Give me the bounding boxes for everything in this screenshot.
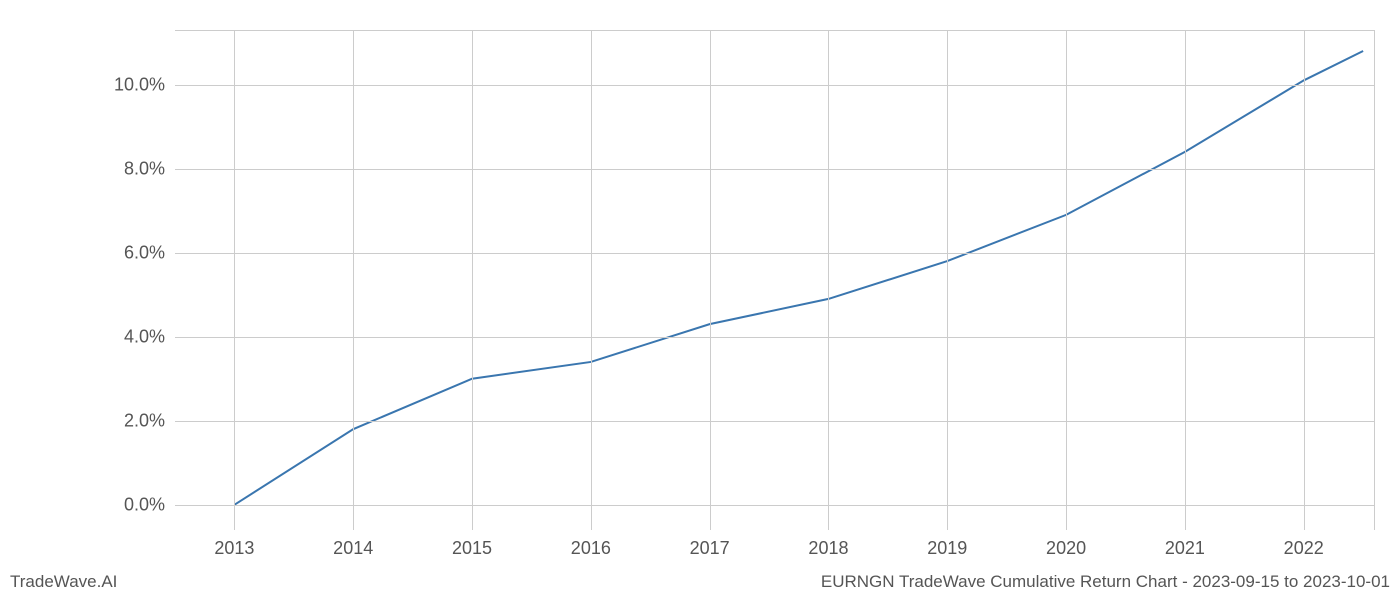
data-line xyxy=(234,51,1363,505)
x-tick-label: 2015 xyxy=(452,538,492,559)
x-tick-label: 2017 xyxy=(690,538,730,559)
x-tick-label: 2014 xyxy=(333,538,373,559)
line-chart-svg xyxy=(175,30,1375,530)
grid-line-horizontal xyxy=(175,505,1375,506)
grid-line-vertical xyxy=(1066,30,1067,530)
grid-line-vertical xyxy=(828,30,829,530)
chart-container: 2013201420152016201720182019202020212022… xyxy=(175,30,1375,530)
y-tick-label: 4.0% xyxy=(95,326,165,347)
grid-line-vertical xyxy=(234,30,235,530)
y-tick-label: 0.0% xyxy=(95,494,165,515)
y-tick-label: 2.0% xyxy=(95,410,165,431)
grid-line-vertical xyxy=(353,30,354,530)
y-tick-label: 10.0% xyxy=(95,74,165,95)
x-tick-label: 2013 xyxy=(214,538,254,559)
grid-line-horizontal xyxy=(175,421,1375,422)
x-tick-label: 2020 xyxy=(1046,538,1086,559)
x-tick-label: 2018 xyxy=(808,538,848,559)
grid-line-vertical xyxy=(591,30,592,530)
grid-line-horizontal xyxy=(175,253,1375,254)
grid-line-vertical xyxy=(1304,30,1305,530)
grid-line-horizontal xyxy=(175,85,1375,86)
grid-line-vertical xyxy=(472,30,473,530)
footer-right-text: EURNGN TradeWave Cumulative Return Chart… xyxy=(821,572,1390,592)
x-tick-label: 2022 xyxy=(1284,538,1324,559)
x-tick-label: 2019 xyxy=(927,538,967,559)
y-tick-label: 6.0% xyxy=(95,242,165,263)
grid-line-vertical xyxy=(1185,30,1186,530)
grid-line-horizontal xyxy=(175,337,1375,338)
y-tick-label: 8.0% xyxy=(95,158,165,179)
x-tick-label: 2021 xyxy=(1165,538,1205,559)
grid-line-vertical xyxy=(947,30,948,530)
grid-line-vertical xyxy=(710,30,711,530)
grid-line-horizontal xyxy=(175,169,1375,170)
footer-left-text: TradeWave.AI xyxy=(10,572,117,592)
x-tick-label: 2016 xyxy=(571,538,611,559)
